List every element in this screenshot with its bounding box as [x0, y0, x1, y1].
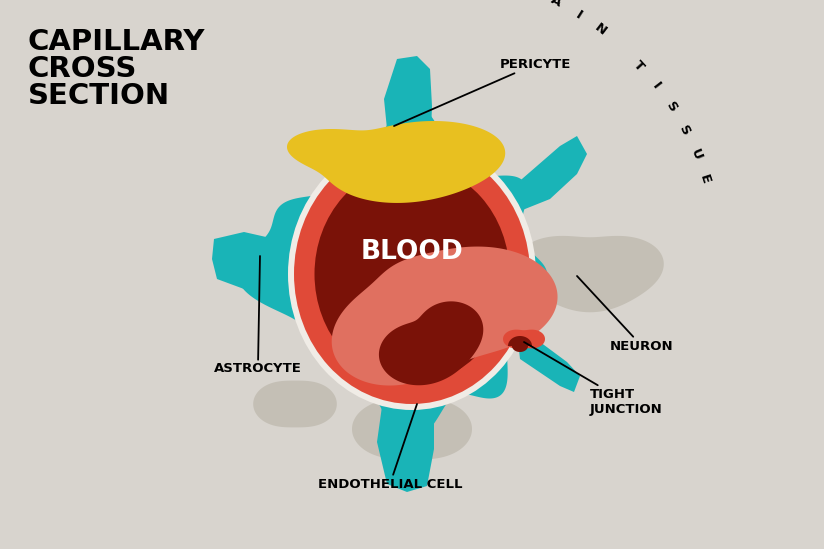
Text: CAPILLARY
CROSS
SECTION: CAPILLARY CROSS SECTION: [28, 28, 205, 110]
Text: S: S: [663, 100, 679, 115]
Text: T: T: [631, 58, 647, 74]
Polygon shape: [516, 236, 664, 312]
Polygon shape: [503, 329, 545, 349]
Text: E: E: [697, 172, 713, 185]
Text: N: N: [592, 21, 608, 38]
Polygon shape: [212, 232, 297, 294]
Polygon shape: [332, 247, 558, 385]
Polygon shape: [517, 332, 580, 392]
Polygon shape: [379, 301, 484, 385]
Polygon shape: [377, 392, 434, 492]
Polygon shape: [508, 336, 532, 352]
Text: PERICYTE: PERICYTE: [394, 58, 571, 126]
Polygon shape: [253, 380, 337, 428]
Text: ASTROCYTE: ASTROCYTE: [214, 256, 302, 376]
Polygon shape: [287, 121, 505, 203]
Polygon shape: [352, 399, 472, 460]
Ellipse shape: [294, 144, 530, 404]
Polygon shape: [384, 56, 432, 159]
Text: I: I: [573, 8, 584, 21]
Text: I: I: [649, 80, 662, 92]
Polygon shape: [500, 136, 587, 219]
Text: TIGHT
JUNCTION: TIGHT JUNCTION: [524, 342, 662, 416]
Text: U: U: [687, 147, 704, 161]
Text: BLOOD: BLOOD: [361, 239, 463, 265]
Text: ENDOTHELIAL CELL: ENDOTHELIAL CELL: [318, 404, 462, 490]
Ellipse shape: [315, 165, 509, 383]
Ellipse shape: [288, 138, 536, 410]
Text: S: S: [677, 123, 692, 138]
Text: NEURON: NEURON: [577, 276, 674, 352]
Text: A: A: [548, 0, 564, 10]
Polygon shape: [236, 104, 547, 439]
